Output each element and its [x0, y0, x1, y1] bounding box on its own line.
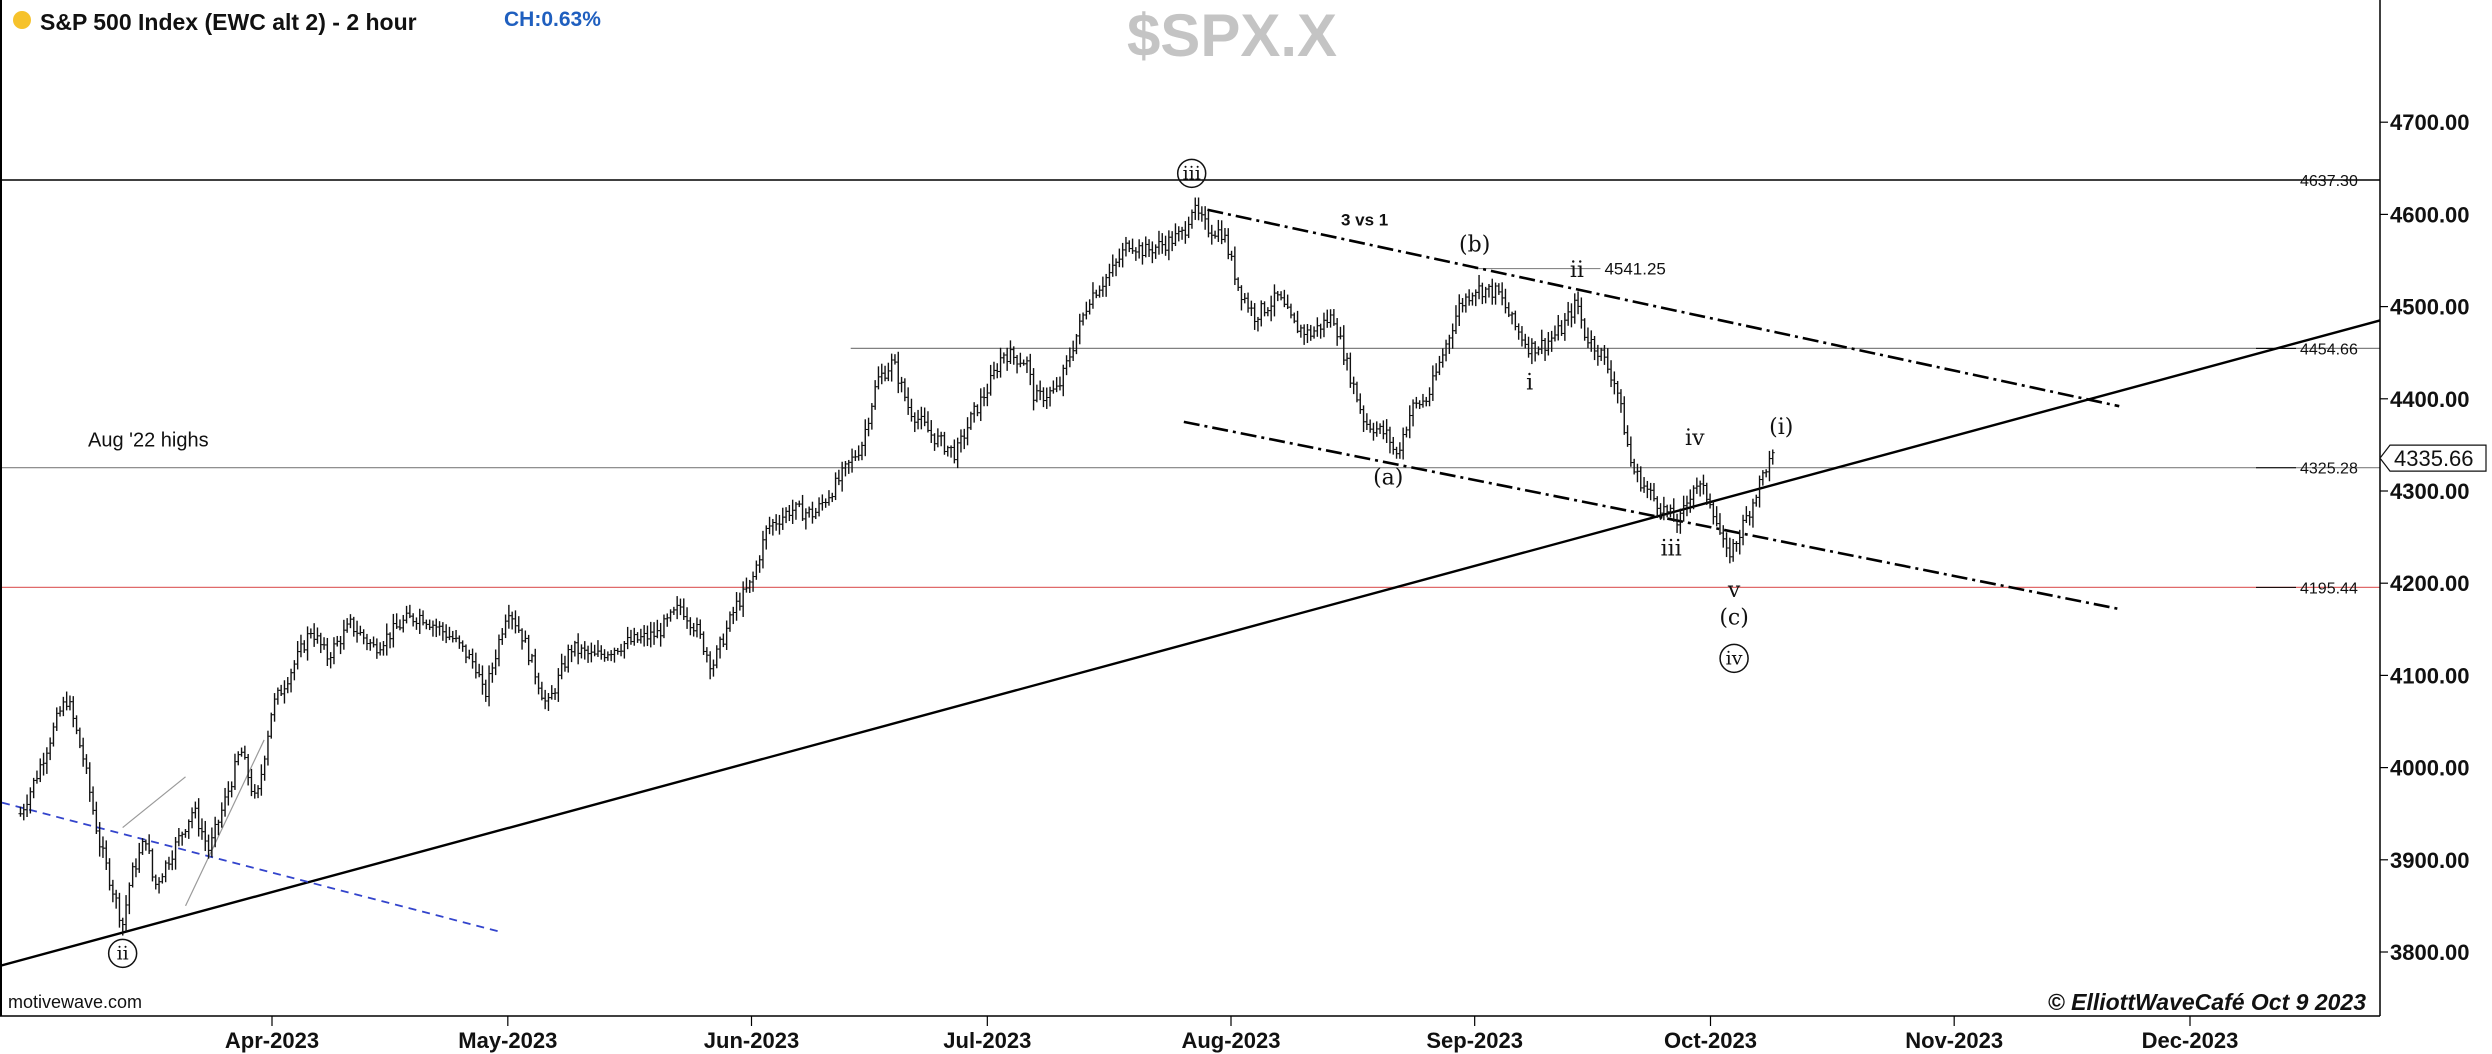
level-label-2: 4325.28 [2300, 461, 2358, 478]
wave-label-0: iii [1183, 162, 1201, 184]
trendline-gray-2 [122, 776, 186, 828]
x-tick-label-7: Nov-2023 [1905, 1028, 2003, 1053]
x-tick-label-4: Aug-2023 [1181, 1028, 1280, 1053]
y-tick-label-5: 4300.00 [2390, 479, 2470, 504]
change-badge: CH:0.63% [504, 8, 601, 31]
wave-label-8: iii [1661, 537, 1682, 562]
x-axis: Apr-2023 May-2023 Jun-2023 Jul-2023 Aug-2023… [225, 1016, 2238, 1053]
horizontal-levels: 4637.30 4454.66 4325.28 4195.44 4541.25 [0, 173, 2380, 597]
y-axis: 3800.00 3900.00 4000.00 4100.00 4200.00 4300.… [2379, 110, 2487, 965]
trendline-channel-upper [1207, 208, 2120, 408]
wave-label-6: iv [1685, 426, 1705, 451]
wave-label-circle-1 [107, 938, 138, 969]
x-tick-label-0: Apr-2023 [225, 1028, 319, 1053]
last-price-tag [2379, 444, 2487, 472]
level-label-1: 4454.66 [2300, 341, 2358, 358]
y-tick-label-2: 4000.00 [2390, 756, 2470, 781]
status-dot-icon [13, 11, 31, 29]
trendline-long-support [0, 319, 2381, 967]
y-tick-label-4: 4200.00 [2390, 571, 2470, 596]
y-tick-label-7: 4500.00 [2390, 295, 2470, 320]
y-tick-label-3: 4100.00 [2390, 663, 2470, 688]
x-tick-label-6: Oct-2023 [1664, 1028, 1757, 1053]
x-tick-label-5: Sep-2023 [1426, 1028, 1523, 1053]
last-price-label: 4335.66 [2394, 446, 2474, 471]
wave-label-3: ii [1570, 258, 1584, 283]
x-tick-label-1: May-2023 [458, 1028, 557, 1053]
level-label-3: 4195.44 [2300, 580, 2358, 597]
watermark-symbol: $SPX.X [1127, 2, 1337, 69]
y-tick-label-6: 4400.00 [2390, 387, 2470, 412]
y-tick-label-1: 3900.00 [2390, 848, 2470, 873]
price-bars [18, 197, 1775, 936]
source-label: motivewave.com [8, 992, 142, 1012]
trendlines [0, 208, 2381, 967]
x-tick-label-3: Jul-2023 [943, 1028, 1031, 1053]
trendline-blue-dashed [1, 801, 501, 933]
wave-label-11: iv [1726, 647, 1743, 669]
credit-label: © ElliottWaveCafé Oct 9 2023 [2048, 989, 2366, 1015]
wave-label-circle-11 [1719, 643, 1749, 674]
wave-label-10: (c) [1719, 606, 1749, 631]
x-tick-label-8: Dec-2023 [2142, 1028, 2239, 1053]
wave-label-1: ii [117, 942, 129, 964]
y-tick-label-9: 4700.00 [2390, 110, 2470, 135]
wave-label-7: (i) [1769, 415, 1793, 440]
chart-title: S&P 500 Index (EWC alt 2) - 2 hour [40, 9, 417, 35]
price-bar [1770, 449, 1775, 465]
x-tick-label-2: Jun-2023 [704, 1028, 799, 1053]
wave-label-2: (b) [1459, 232, 1490, 257]
trendline-gray-1 [184, 739, 265, 907]
y-tick-label-0: 3800.00 [2390, 940, 2470, 965]
annotation-0: 3 vs 1 [1341, 210, 1388, 229]
y-tick-label-8: 4600.00 [2390, 202, 2470, 227]
annotation-1: Aug '22 highs [88, 430, 209, 452]
level-4541-label: 4541.25 [1604, 260, 1665, 279]
wave-label-circle-0 [1176, 158, 1207, 189]
wave-label-5: (a) [1373, 466, 1403, 491]
level-label-0: 4637.30 [2300, 173, 2358, 190]
wave-label-4: i [1526, 371, 1533, 396]
wave-label-9: v [1727, 578, 1741, 603]
trendline-channel-lower [1183, 420, 2120, 611]
